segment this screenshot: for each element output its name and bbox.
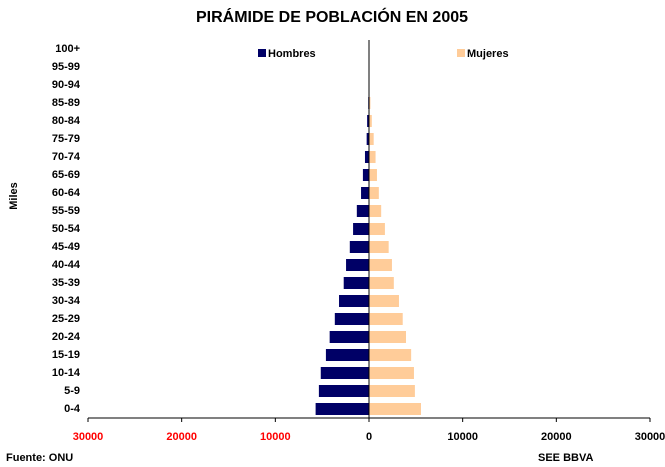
x-tick-label: 30000 (635, 431, 665, 443)
bar (369, 385, 415, 397)
chart-title: PIRÁMIDE DE POBLACIÓN EN 2005 (196, 7, 468, 26)
bar (369, 223, 385, 235)
bar (334, 313, 369, 325)
y-tick-label: 60-64 (52, 187, 81, 199)
bar (366, 133, 369, 145)
bar (318, 385, 369, 397)
bar (369, 241, 389, 253)
y-tick-label: 25-29 (52, 313, 80, 325)
y-tick-label: 45-49 (52, 241, 80, 253)
bar (329, 331, 369, 343)
y-tick-label: 15-19 (52, 349, 80, 361)
bar (369, 403, 421, 415)
bar (369, 205, 382, 217)
bar (369, 295, 399, 307)
legend-swatch (258, 49, 266, 57)
bar (349, 241, 369, 253)
y-tick-label: 90-94 (52, 79, 81, 91)
y-tick-label: 5-9 (64, 385, 80, 397)
y-tick-label: 80-84 (52, 115, 81, 127)
bar (369, 367, 414, 379)
bar (364, 151, 369, 163)
y-tick-label: 40-44 (52, 259, 81, 271)
bar (343, 277, 369, 289)
x-tick-label: 0 (366, 431, 372, 443)
bar (369, 169, 377, 181)
bar (339, 295, 369, 307)
y-tick-label: 75-79 (52, 133, 80, 145)
bar (320, 367, 369, 379)
y-tick-label: 35-39 (52, 277, 80, 289)
x-tick-label: 10000 (447, 431, 478, 443)
y-axis-label: Miles (8, 182, 20, 210)
legend-label: Hombres (268, 48, 316, 60)
x-tick-label: 20000 (166, 431, 197, 443)
bar (353, 223, 369, 235)
y-tick-label: 10-14 (52, 367, 81, 379)
bar (369, 151, 376, 163)
bar (346, 259, 369, 271)
bar (362, 169, 369, 181)
y-tick-label: 30-34 (52, 295, 81, 307)
bar (369, 187, 379, 199)
x-tick-label: 20000 (541, 431, 572, 443)
bar (369, 349, 412, 361)
credit: SEE BBVA (538, 452, 593, 464)
legend-swatch (457, 49, 465, 57)
y-tick-label: 85-89 (52, 97, 80, 109)
x-tick-label: 10000 (260, 431, 291, 443)
source: Fuente: ONU (6, 452, 73, 464)
y-tick-label: 50-54 (52, 223, 81, 235)
bar (367, 115, 369, 127)
bar (369, 97, 371, 109)
y-tick-label: 0-4 (64, 403, 81, 415)
y-tick-label: 100+ (55, 43, 80, 55)
bar (369, 313, 403, 325)
x-tick-label: 30000 (73, 431, 104, 443)
bar (356, 205, 369, 217)
y-tick-label: 95-99 (52, 61, 80, 73)
bar (315, 403, 369, 415)
bar (369, 115, 372, 127)
legend-label: Mujeres (467, 48, 509, 60)
y-tick-label: 65-69 (52, 169, 80, 181)
bar (369, 259, 392, 271)
bar (369, 331, 406, 343)
bar (369, 133, 374, 145)
bar (361, 187, 369, 199)
bar (369, 277, 394, 289)
y-tick-label: 70-74 (52, 151, 81, 163)
y-tick-label: 55-59 (52, 205, 80, 217)
y-tick-label: 20-24 (52, 331, 81, 343)
bar (325, 349, 369, 361)
